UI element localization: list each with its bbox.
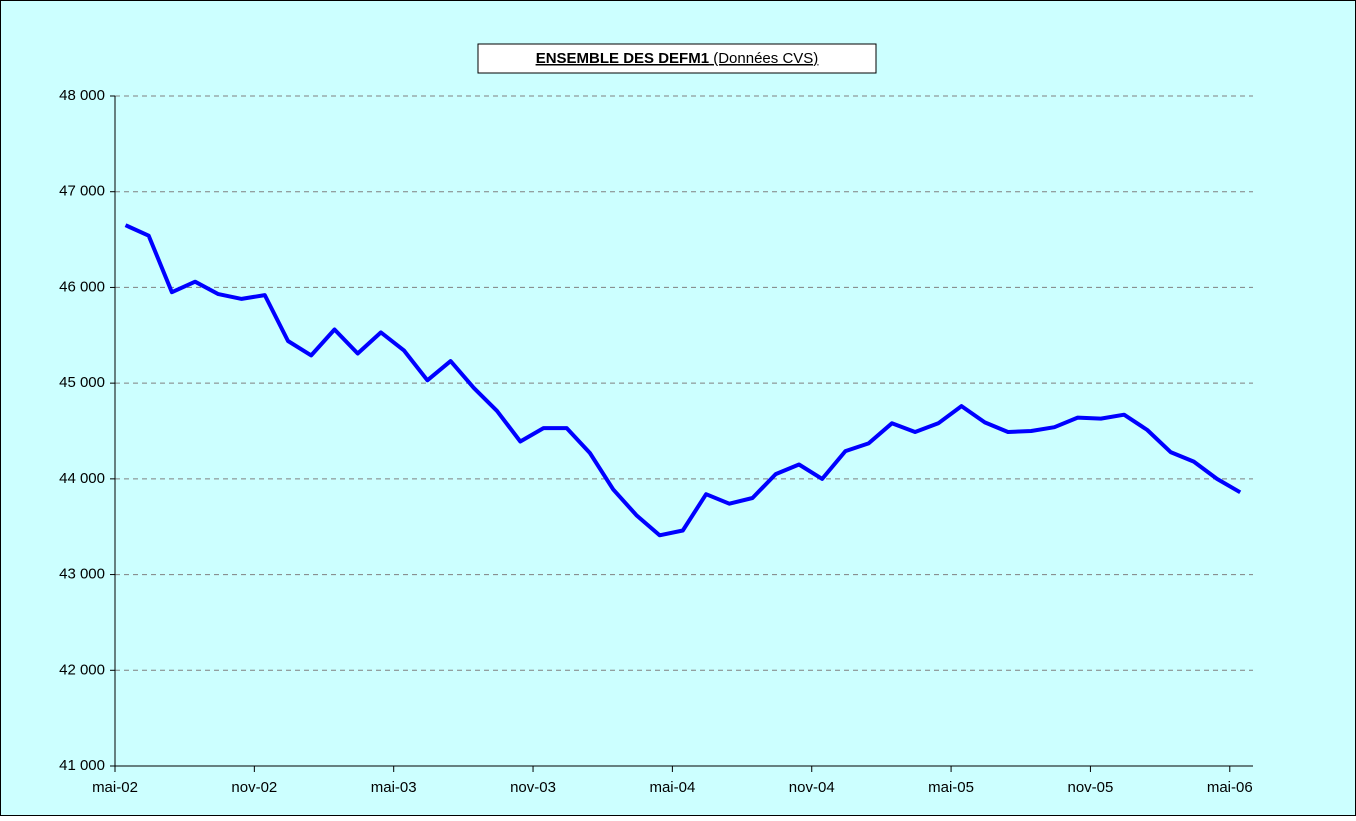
- x-tick-label: mai-04: [649, 779, 695, 796]
- title-text: ENSEMBLE DES DEFM1: [536, 50, 709, 67]
- subtitle-text: (Données CVS): [713, 50, 818, 67]
- y-tick-label: 41 000: [59, 757, 105, 774]
- y-tick-label: 43 000: [59, 566, 105, 583]
- x-tick-label: mai-05: [928, 779, 974, 796]
- chart-title: ENSEMBLE DES DEFM1 (Données CVS): [536, 50, 819, 67]
- title-box: [477, 43, 877, 74]
- x-tick-label: mai-03: [371, 779, 417, 796]
- x-tick-label: nov-03: [510, 779, 556, 796]
- y-tick-label: 45 000: [59, 374, 105, 391]
- y-tick-label: 47 000: [59, 183, 105, 200]
- y-tick-label: 48 000: [59, 87, 105, 104]
- x-tick-label: mai-02: [92, 779, 138, 796]
- x-tick-label: nov-02: [231, 779, 277, 796]
- data-line: [124, 223, 1242, 538]
- y-tick-label: 46 000: [59, 278, 105, 295]
- y-tick-label: 42 000: [59, 661, 105, 678]
- x-tick-label: mai-06: [1207, 779, 1253, 796]
- x-tick-label: nov-05: [1067, 779, 1113, 796]
- y-tick-label: 44 000: [59, 470, 105, 487]
- x-tick-label: nov-04: [789, 779, 835, 796]
